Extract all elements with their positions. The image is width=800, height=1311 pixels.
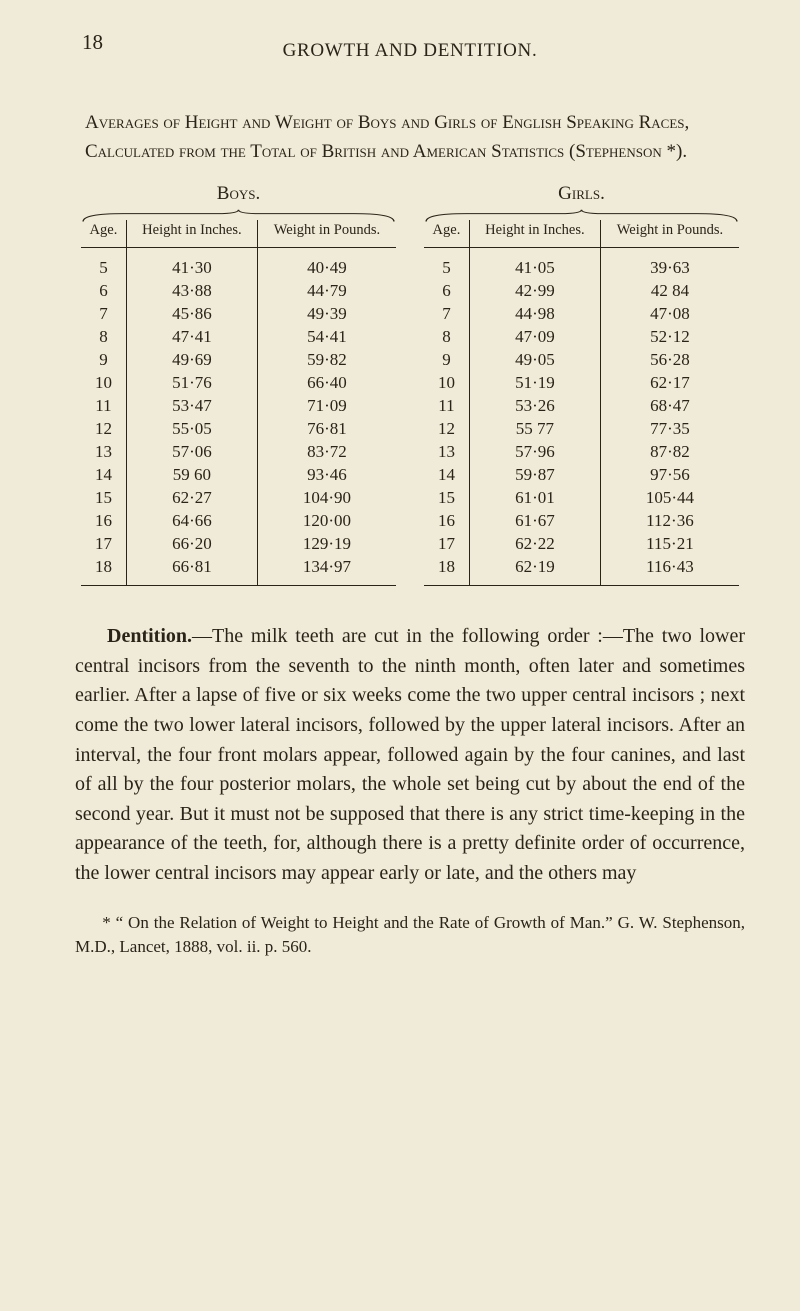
table-row: 745·8649·39: [81, 303, 396, 326]
footnote: * “ On the Relation of Weight to Height …: [75, 911, 745, 960]
table-row: 1051·7666·40: [81, 372, 396, 395]
table-row: 1762·22115·21: [424, 533, 739, 556]
paragraph-body: —The milk teeth are cut in the following…: [75, 625, 745, 884]
tables-row: Boys. Age. Height in Inches. Weight in P…: [81, 183, 739, 586]
boys-header-row: Age. Height in Inches. Weight in Pounds.: [81, 220, 396, 248]
table-row: 1153·4771·09: [81, 395, 396, 418]
averages-heading: Averages of Height and Weight of Boys an…: [85, 108, 735, 167]
table-row: 643·8844·79: [81, 280, 396, 303]
table-row: 1357·9687·82: [424, 441, 739, 464]
table-row: 642·9942 84: [424, 280, 739, 303]
table-row: 1766·20129·19: [81, 533, 396, 556]
table-row: 744·9847·08: [424, 303, 739, 326]
girls-col-height: Height in Inches.: [469, 220, 600, 248]
table-row: 847·0952·12: [424, 326, 739, 349]
running-head: GROWTH AND DENTITION.: [75, 40, 745, 62]
paragraph-lead: Dentition.: [107, 625, 192, 647]
table-row: 1255 7777·35: [424, 418, 739, 441]
boys-caption: Boys.: [81, 183, 396, 205]
table-row: 1664·66120·00: [81, 510, 396, 533]
table-row: 847·4154·41: [81, 326, 396, 349]
boys-table-block: Boys. Age. Height in Inches. Weight in P…: [81, 183, 396, 586]
girls-col-age: Age.: [424, 220, 469, 248]
girls-col-weight: Weight in Pounds.: [600, 220, 739, 248]
table-row: 949·6959·82: [81, 349, 396, 372]
table-row: 1357·0683·72: [81, 441, 396, 464]
body-paragraph: Dentition.—The milk teeth are cut in the…: [75, 622, 745, 888]
table-row: 1862·19116·43: [424, 556, 739, 586]
page: 18 GROWTH AND DENTITION. Averages of Hei…: [0, 0, 800, 1311]
table-row: 1255·0576·81: [81, 418, 396, 441]
table-row: 1459 6093·46: [81, 464, 396, 487]
girls-caption: Girls.: [424, 183, 739, 205]
girls-table-block: Girls. Age. Height in Inches. Weight in …: [424, 183, 739, 586]
table-row: 541·0539·63: [424, 248, 739, 280]
boys-col-age: Age.: [81, 220, 126, 248]
table-row: 541·3040·49: [81, 248, 396, 280]
page-number: 18: [82, 30, 103, 55]
boys-table: Age. Height in Inches. Weight in Pounds.…: [81, 220, 396, 586]
table-row: 1459·8797·56: [424, 464, 739, 487]
table-row: 949·0556·28: [424, 349, 739, 372]
boys-col-weight: Weight in Pounds.: [257, 220, 396, 248]
table-row: 1561·01105·44: [424, 487, 739, 510]
table-row: 1153·2668·47: [424, 395, 739, 418]
girls-table: Age. Height in Inches. Weight in Pounds.…: [424, 220, 739, 586]
table-row: 1866·81134·97: [81, 556, 396, 586]
table-row: 1562·27104·90: [81, 487, 396, 510]
table-row: 1661·67112·36: [424, 510, 739, 533]
boys-col-height: Height in Inches.: [126, 220, 257, 248]
table-row: 1051·1962·17: [424, 372, 739, 395]
girls-header-row: Age. Height in Inches. Weight in Pounds.: [424, 220, 739, 248]
